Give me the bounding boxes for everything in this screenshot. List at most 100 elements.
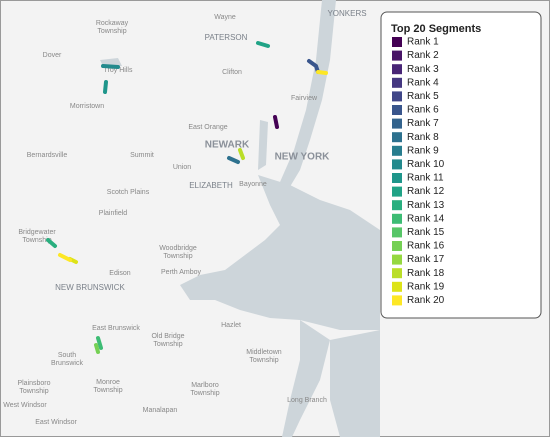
place-label: Morristown [70,103,104,110]
legend-swatch [392,295,402,306]
road-segment [58,253,72,262]
legend-label: Rank 18 [407,268,445,279]
legend-label: Rank 3 [407,64,439,75]
place-label: Township [153,341,182,348]
place-label: South [58,352,76,359]
legend-label: Rank 5 [407,91,439,102]
place-label: Edison [109,270,131,277]
legend-swatch [392,105,402,115]
place-label: Manalapan [143,407,178,414]
road-segment [238,148,245,160]
place-label: Township [22,237,51,244]
place-label: Fairview [291,95,318,102]
place-label: YONKERS [327,9,366,18]
place-label: Scotch Plains [107,189,150,196]
place-label: Woodbridge [159,245,197,252]
place-labels: WaynePATERSONYONKERSRockawayTownshipDove… [3,9,366,426]
place-label: Township [93,387,122,394]
legend-label: Rank 1 [407,37,439,48]
road-segment [273,115,279,129]
road-segment [101,64,120,69]
place-label: Bayonne [239,181,267,188]
legend-swatch [392,227,402,238]
legend-label: Rank 11 [407,173,444,184]
place-label: Township [97,28,126,35]
legend-swatch [392,145,402,156]
place-label: East Orange [188,124,227,131]
place-label: West Windsor [3,402,47,409]
legend-label: Rank 19 [407,281,445,292]
road-segment [227,156,240,164]
legend-swatch [392,200,402,211]
place-label: Middletown [246,349,282,356]
place-label: Township [249,357,278,364]
road-segment [316,70,328,75]
legend-swatch [392,64,402,75]
legend-label: Rank 10 [407,159,445,170]
legend-label: Rank 14 [407,213,445,224]
legend-items: Rank 1 Rank 2 Rank 3 Rank 4 Rank 5 Rank 6 Rank… [392,37,445,306]
legend-label: Rank 13 [407,200,445,211]
place-label: Old Bridge [151,333,184,340]
place-label: Dover [43,52,62,59]
legend-swatch [392,77,402,88]
place-label: Township [19,388,48,395]
legend-label: Rank 8 [407,132,439,143]
road-segment [307,59,320,74]
place-label: Union [173,164,191,171]
legend-box [380,11,542,319]
place-label: NEW YORK [275,152,331,163]
legend-label: Rank 16 [407,241,445,252]
road-segment [103,80,108,94]
place-label: Troy Hills [104,67,133,74]
place-label: Township [163,253,192,260]
place-label: Rockaway [96,20,129,27]
legend-title: Top 20 Segments [391,23,481,35]
place-label: East Brunswick [92,325,140,332]
road-segment [46,238,57,248]
legend-label: Rank 17 [407,254,445,265]
place-label: Township [190,390,219,397]
legend-swatch [392,132,402,143]
place-label: Clifton [222,69,242,76]
legend-label: Rank 6 [407,105,439,116]
road-segment [256,41,270,48]
legend-swatch [392,173,402,183]
legend-label: Rank 2 [407,50,439,61]
place-label: Brunswick [51,360,83,367]
legend-swatch [392,50,402,61]
legend-swatch [392,254,402,265]
place-label: Summit [130,152,154,159]
legend-swatch [392,91,402,102]
place-label: Monroe [96,379,120,386]
place-label: NEWARK [205,140,250,151]
road-segment [94,343,100,354]
legend-swatch [392,37,402,47]
legend-label: Rank 9 [407,145,439,156]
segments [46,41,328,354]
legend-swatch [392,159,402,170]
legend-label: Rank 7 [407,118,439,129]
legend-label: Rank 20 [407,295,445,306]
legend-swatch [392,268,402,279]
road-segment [96,336,103,350]
legend-swatch [392,118,402,129]
place-label: PATERSON [205,33,248,42]
place-label: Plainfield [99,210,128,217]
legend-swatch [392,281,402,292]
place-label: ELIZABETH [189,181,233,190]
legend-label: Rank 15 [407,227,445,238]
legend-label: Rank 12 [407,186,445,197]
place-label: Perth Amboy [161,269,202,276]
place-label: Wayne [214,14,236,21]
legend-swatch [392,186,402,197]
place-label: Plainsboro [17,380,50,387]
place-label: Bridgewater [18,229,56,236]
legend-label: Rank 4 [407,77,439,88]
place-label: NEW BRUNSWICK [55,283,125,292]
legend-swatch [392,241,402,251]
place-label: East Windsor [35,419,77,426]
water [100,0,380,437]
place-label: Marlboro [191,382,219,389]
